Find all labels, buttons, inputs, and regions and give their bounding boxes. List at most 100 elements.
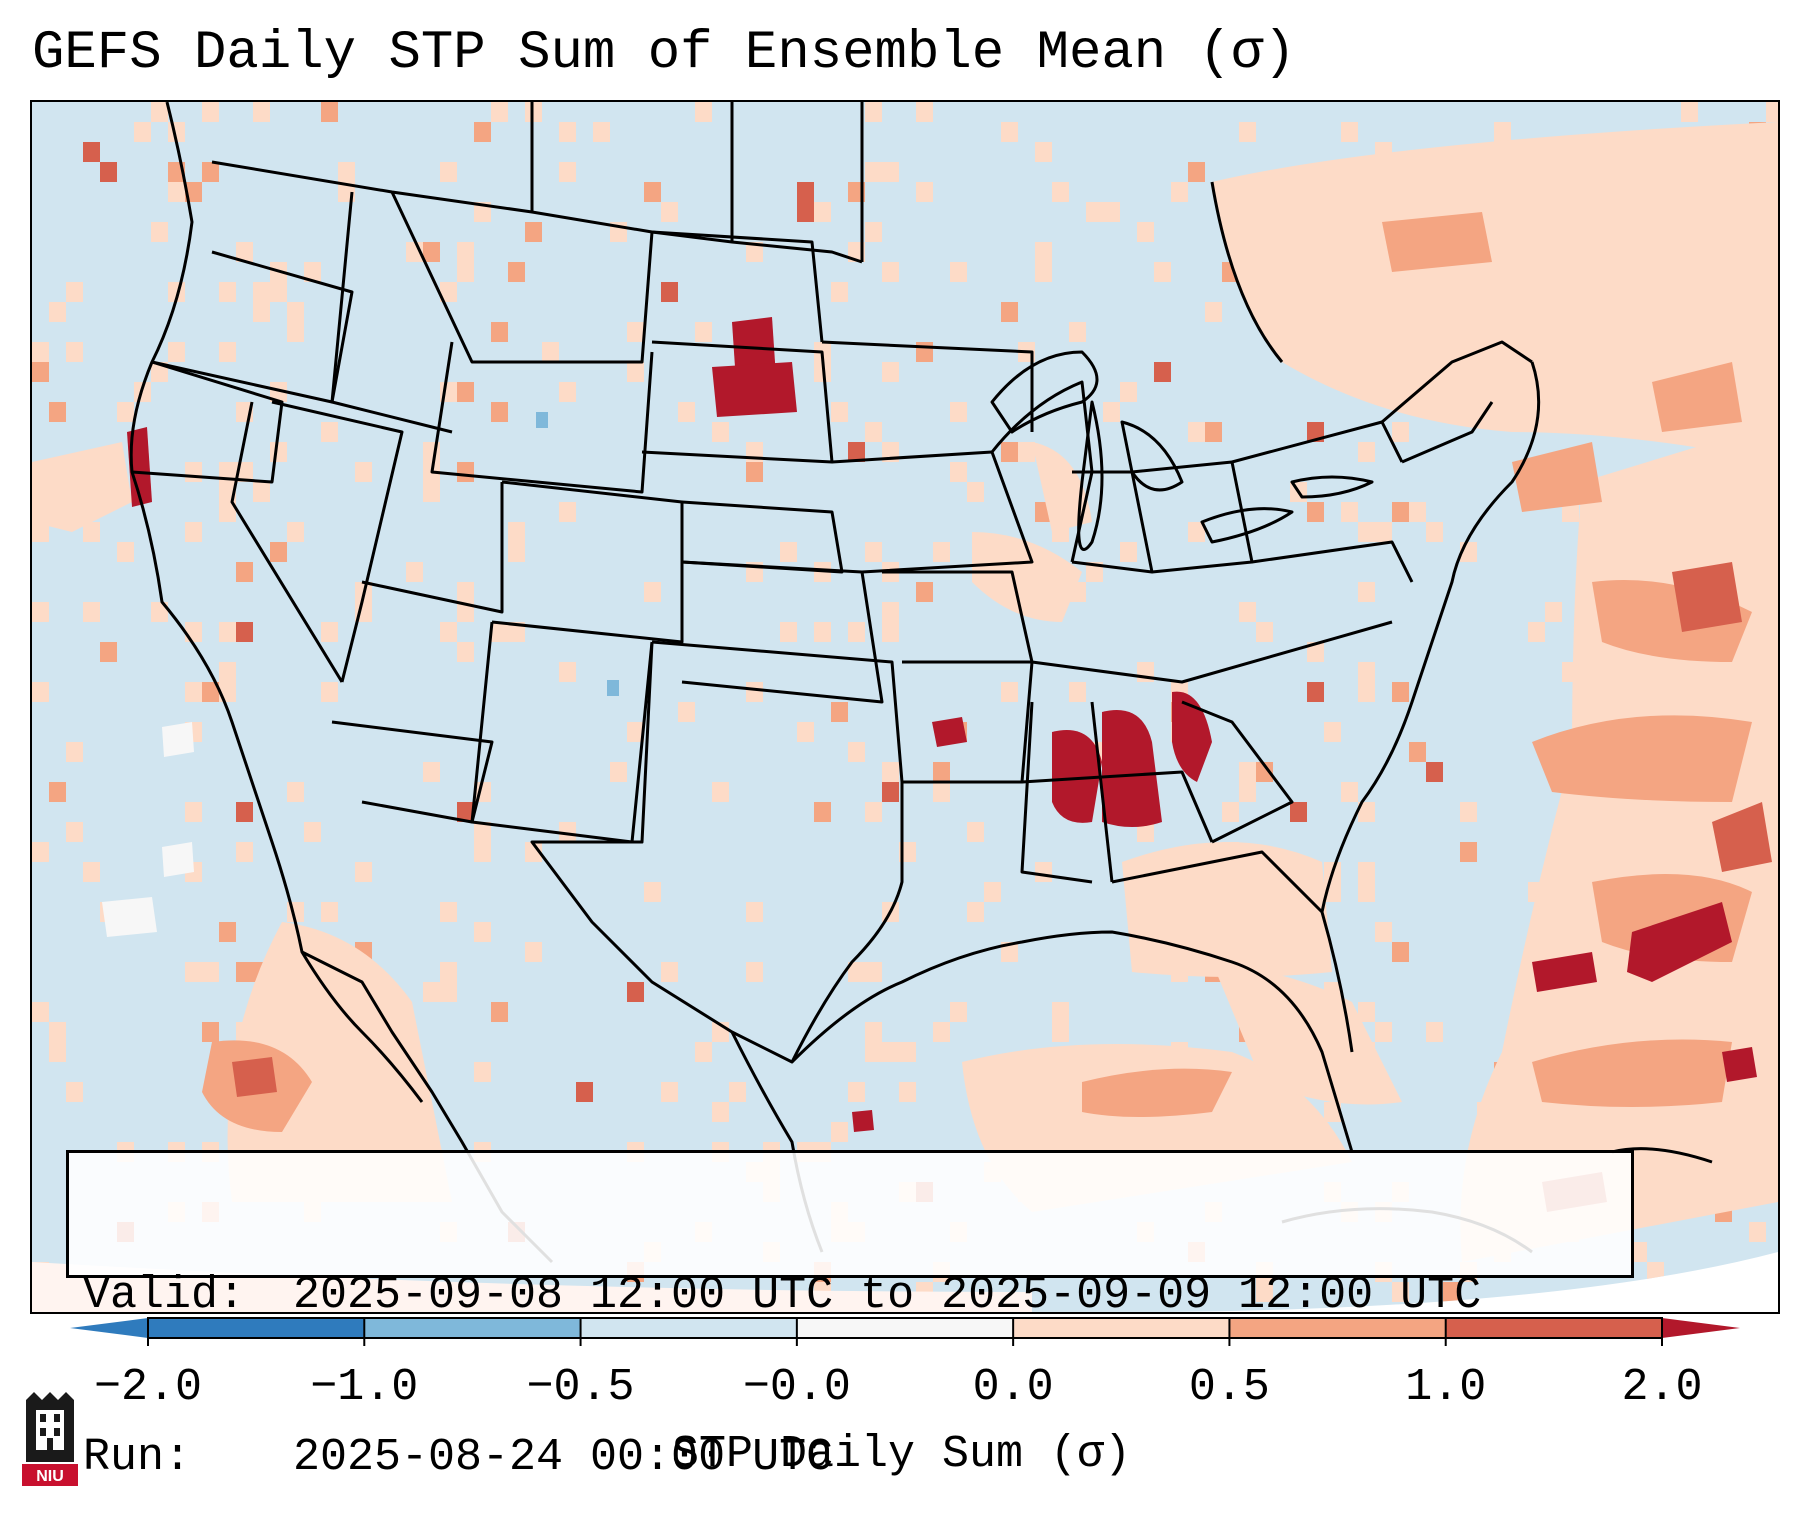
stp-grid-cell — [185, 682, 202, 702]
stp-grid-cell — [1392, 1282, 1409, 1302]
stp-grid-cell — [1562, 502, 1579, 522]
stp-grid-cell — [610, 762, 627, 782]
stp-grid-cell — [508, 522, 525, 542]
stp-grid-cell — [338, 162, 355, 182]
stp-grid-cell — [984, 882, 1001, 902]
colorbar-tick-label: −0.5 — [526, 1362, 635, 1413]
stp-grid-cell — [304, 822, 321, 842]
colorbar-segment — [148, 1318, 365, 1338]
stp-grid-cell — [865, 1022, 882, 1042]
stp-grid-cell — [831, 402, 848, 422]
stp-grid-cell — [151, 222, 168, 242]
stp-grid-cell — [950, 262, 967, 282]
stp-grid-cell — [1052, 1022, 1069, 1042]
stp-grid-cell — [559, 162, 576, 182]
stp-grid-cell — [49, 302, 66, 322]
stp-grid-cell — [1205, 422, 1222, 442]
stp-grid-cell — [1375, 522, 1392, 542]
stp-grid-cell — [1052, 182, 1069, 202]
stp-grid-cell — [1154, 262, 1171, 282]
stp-grid-cell — [1239, 762, 1256, 782]
stp-grid-cell — [457, 462, 474, 482]
stp-grid-cell — [1018, 442, 1035, 462]
stp-grid-cell — [525, 222, 542, 242]
stp-grid-cell — [270, 442, 287, 462]
stp-grid-cell — [440, 962, 457, 982]
stp-grid-cell — [525, 842, 542, 862]
stp-grid-cell — [1103, 402, 1120, 422]
stp-grid-cell — [1409, 502, 1426, 522]
stp-grid-cell — [236, 962, 253, 982]
run-value: 2025-08-24 00:00 UTC — [293, 1432, 834, 1483]
stp-grid-cell — [32, 522, 49, 542]
stp-grid-cell — [848, 962, 865, 982]
stp-grid-cell — [1392, 422, 1409, 442]
stp-negative-spot — [607, 680, 619, 696]
stp-grid-cell — [695, 1042, 712, 1062]
stp-grid-cell — [1409, 742, 1426, 762]
stp-grid-cell — [491, 622, 508, 642]
stp-grid-cell — [168, 182, 185, 202]
stp-grid-cell — [355, 462, 372, 482]
stp-grid-cell — [202, 962, 219, 982]
stp-grid-cell — [474, 1062, 491, 1082]
stp-grid-cell — [440, 622, 457, 642]
stp-grid-cell — [865, 1042, 882, 1062]
validity-info-box: Valid: 2025-09-08 12:00 UTC to 2025-09-09… — [66, 1150, 1634, 1483]
stp-grid-cell — [219, 922, 236, 942]
stp-grid-cell — [1001, 682, 1018, 702]
stp-grid-cell — [644, 582, 661, 602]
stp-grid-cell — [508, 542, 525, 562]
stp-grid-cell — [219, 462, 236, 482]
stp-grid-cell — [1681, 102, 1698, 122]
stp-field-very-high — [127, 317, 1757, 1132]
stp-grid-cell — [1358, 442, 1375, 462]
stp-grid-cell — [814, 802, 831, 822]
stp-grid-cell — [321, 902, 338, 922]
stp-grid-cell — [865, 962, 882, 982]
colorbar-tick-label: 0.5 — [1188, 1362, 1270, 1413]
stp-grid-cell — [627, 722, 644, 742]
stp-grid-cell — [729, 1082, 746, 1102]
stp-grid-cell — [831, 1122, 848, 1142]
stp-grid-cell — [1494, 122, 1511, 142]
stp-grid-cell — [1307, 422, 1324, 442]
stp-grid-cell — [321, 622, 338, 642]
stp-grid-cell — [1307, 682, 1324, 702]
stp-grid-cell — [1630, 1242, 1647, 1262]
stp-grid-cell — [49, 782, 66, 802]
stp-grid-cell — [1001, 442, 1018, 462]
stp-grid-cell — [491, 322, 508, 342]
stp-field-zero — [32, 722, 1032, 1312]
stp-grid-cell — [117, 542, 134, 562]
stp-grid-cell — [933, 542, 950, 562]
stp-grid-cell — [1188, 522, 1205, 542]
stp-grid-cell — [117, 402, 134, 422]
state-boundaries — [129, 102, 1713, 1264]
stp-grid-cell — [457, 382, 474, 402]
stp-grid-cell — [66, 822, 83, 842]
colorbar-tick-label: −0.0 — [742, 1362, 851, 1413]
stp-grid-cell — [83, 522, 100, 542]
niu-logo-text: NIU — [36, 1468, 64, 1485]
stp-grid-cell — [1358, 882, 1375, 902]
stp-grid-cell — [1086, 202, 1103, 222]
stp-grid-cell — [440, 982, 457, 1002]
colorbar-tick-label: −2.0 — [93, 1362, 203, 1413]
colorbar-segment — [1229, 1318, 1447, 1338]
stp-grid-cell — [134, 122, 151, 142]
stp-grid-cell — [967, 902, 984, 922]
stp-grid-cell — [746, 902, 763, 922]
colorbar-segment — [580, 1318, 798, 1338]
stp-grid-cell — [457, 262, 474, 282]
stp-grid-cell — [491, 102, 508, 122]
stp-grid-cell — [848, 1082, 865, 1102]
stp-grid-cell — [1358, 682, 1375, 702]
stp-grid-cell — [219, 662, 236, 682]
valid-line: Valid: 2025-09-08 12:00 UTC to 2025-09-09… — [83, 1269, 1617, 1323]
stp-grid-cell — [1103, 202, 1120, 222]
stp-grid-cell — [1324, 1102, 1341, 1122]
stp-grid-cell — [661, 282, 678, 302]
stp-grid-cell — [882, 622, 899, 642]
stp-grid-cell — [678, 702, 695, 722]
